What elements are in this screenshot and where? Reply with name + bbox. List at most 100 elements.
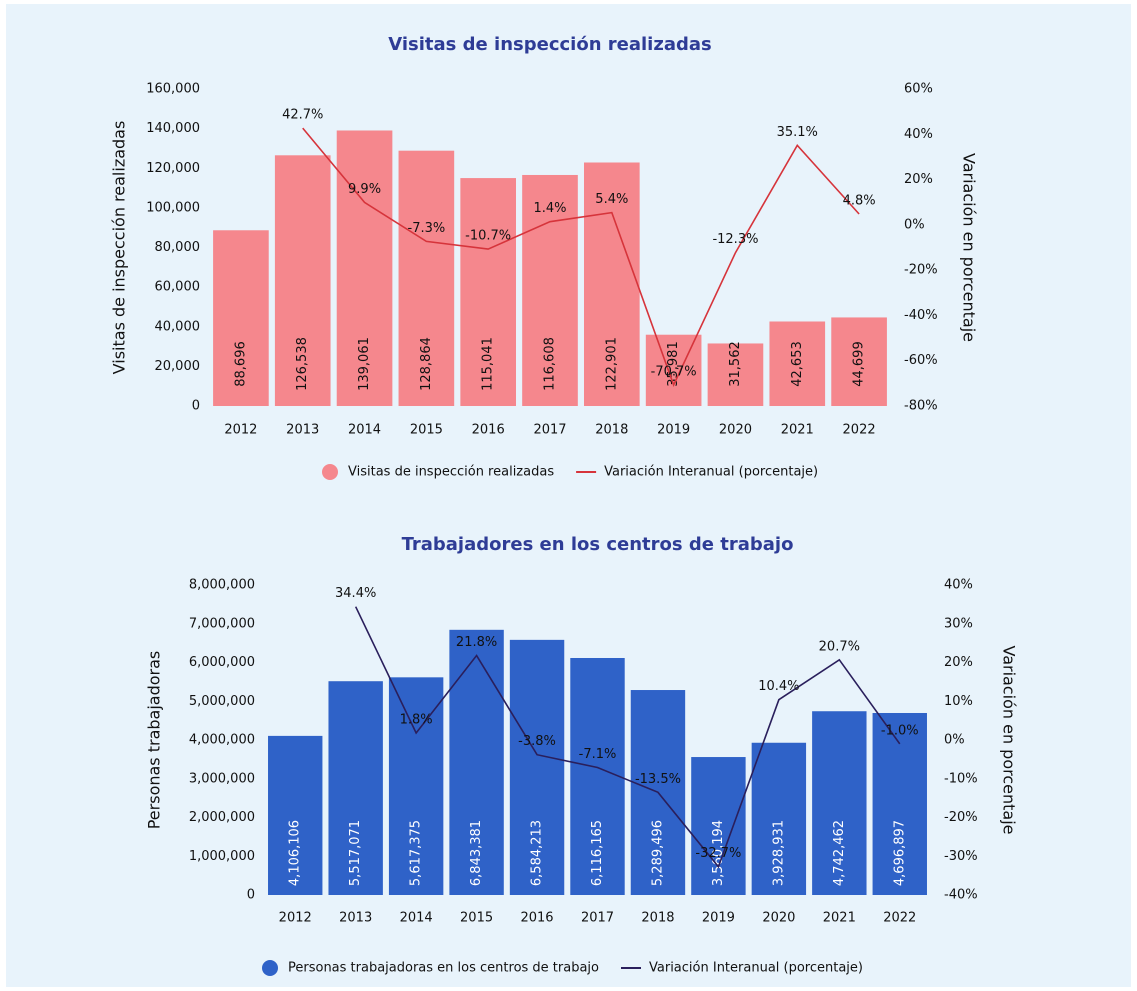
x-tick-label: 2022: [843, 423, 876, 438]
x-tick-label: 2020: [719, 423, 752, 438]
line-value-label: -13.5%: [635, 772, 681, 787]
legend-label: Variación Interanual (porcentaje): [649, 961, 863, 976]
legend-marker: [322, 464, 338, 480]
bar: [449, 629, 504, 895]
x-tick-label: 2015: [410, 423, 443, 438]
legend-label: Visitas de inspección realizadas: [348, 465, 554, 480]
line-value-label: -32.7%: [695, 846, 741, 861]
bar-value-label: 6,116,165: [590, 820, 605, 886]
x-tick-label: 2021: [823, 911, 856, 926]
bar: [336, 130, 393, 406]
bar-value-label: 3,560,194: [711, 820, 726, 886]
line-value-label: -70.7%: [651, 364, 697, 379]
chart-title: Visitas de inspección realizadas: [388, 34, 711, 55]
bar: [831, 317, 887, 406]
line-value-label: 10.4%: [758, 679, 799, 694]
bar: [769, 321, 826, 406]
line: [302, 127, 860, 388]
bar: [522, 174, 578, 406]
y-tick-label: 160,000: [146, 82, 200, 97]
y-axis-title: Visitas de inspección realizadas: [110, 121, 129, 375]
x-tick-label: 2018: [641, 911, 674, 926]
y2-tick-label: 10%: [944, 694, 973, 709]
bar: [274, 155, 331, 406]
y2-tick-label: -20%: [904, 263, 938, 278]
bar-value-label: 6,843,381: [469, 820, 484, 886]
line-value-label: -1.0%: [881, 723, 919, 738]
y2-tick-label: 40%: [904, 127, 933, 142]
bar: [812, 711, 867, 895]
y-tick-label: 0: [247, 888, 255, 903]
bar-value-label: 4,696,897: [892, 820, 907, 886]
legend-label: Variación Interanual (porcentaje): [604, 465, 818, 480]
bar: [570, 657, 625, 895]
y2-tick-label: 40%: [944, 578, 973, 593]
x-tick-label: 2012: [224, 423, 257, 438]
y2-tick-label: -10%: [944, 771, 978, 786]
y2-tick-label: 60%: [904, 82, 933, 97]
bar-value-label: 4,106,106: [288, 820, 303, 886]
line-value-label: 5.4%: [595, 192, 628, 207]
line-value-label: -7.3%: [408, 221, 446, 236]
bar-value-label: 88,696: [233, 341, 248, 387]
bar-value-label: 5,617,375: [409, 820, 424, 886]
x-tick-label: 2012: [279, 911, 312, 926]
bar: [707, 343, 764, 406]
line-value-label: -12.3%: [712, 232, 758, 247]
line-value-label: 4.8%: [843, 193, 876, 208]
line-value-label: -10.7%: [465, 229, 511, 244]
y2-tick-label: 30%: [944, 616, 973, 631]
x-tick-label: 2013: [286, 423, 319, 438]
y-tick-label: 40,000: [155, 319, 201, 334]
y2-axis-title: Variación en porcentaje: [1000, 646, 1019, 835]
y2-tick-label: 0%: [904, 217, 925, 232]
y-tick-label: 140,000: [146, 121, 200, 136]
x-tick-label: 2016: [520, 911, 553, 926]
x-tick-label: 2017: [533, 423, 566, 438]
x-tick-label: 2017: [581, 911, 614, 926]
y2-tick-label: 20%: [944, 655, 973, 670]
y2-tick-label: 20%: [904, 172, 933, 187]
bar-value-label: 42,653: [790, 341, 805, 387]
line: [354, 606, 901, 869]
line-value-label: 20.7%: [819, 639, 860, 654]
x-tick-label: 2014: [348, 423, 381, 438]
line-value-label: 9.9%: [348, 182, 381, 197]
bar-value-label: 4,742,462: [832, 820, 847, 886]
y-tick-label: 80,000: [155, 240, 201, 255]
y2-tick-label: -40%: [944, 888, 978, 903]
bar: [398, 150, 455, 406]
y-axis-title: Personas trabajadoras: [145, 651, 164, 830]
y-tick-label: 20,000: [155, 359, 201, 374]
line-value-label: 35.1%: [777, 125, 818, 140]
bar-value-label: 3,928,931: [771, 820, 786, 886]
y-tick-label: 3,000,000: [189, 771, 255, 786]
legend-marker: [262, 960, 278, 976]
y-tick-label: 6,000,000: [189, 655, 255, 670]
line-value-label: 1.4%: [533, 201, 566, 216]
bar: [328, 681, 383, 895]
legend-label: Personas trabajadoras en los centros de …: [288, 961, 599, 976]
y-tick-label: 0: [192, 399, 200, 414]
line-value-label: 1.8%: [400, 713, 433, 728]
x-tick-label: 2014: [400, 911, 433, 926]
x-tick-label: 2013: [339, 911, 372, 926]
y-tick-label: 8,000,000: [189, 578, 255, 593]
background: [6, 4, 1131, 987]
bar-value-label: 139,061: [357, 337, 372, 391]
chart-title: Trabajadores en los centros de trabajo: [402, 534, 794, 555]
bar: [691, 757, 746, 895]
y2-axis-title: Variación en porcentaje: [960, 153, 979, 342]
bar: [751, 742, 807, 895]
bar-value-label: 5,517,071: [348, 820, 363, 886]
bar-value-label: 31,562: [728, 341, 743, 387]
line-value-label: 42.7%: [282, 108, 323, 123]
bar: [509, 639, 565, 895]
bar: [268, 735, 323, 895]
y2-tick-label: -40%: [904, 308, 938, 323]
bar: [584, 162, 640, 406]
y2-tick-label: -80%: [904, 399, 938, 414]
x-tick-label: 2022: [883, 911, 916, 926]
y-tick-label: 100,000: [146, 200, 200, 215]
bar-value-label: 126,538: [295, 337, 310, 391]
